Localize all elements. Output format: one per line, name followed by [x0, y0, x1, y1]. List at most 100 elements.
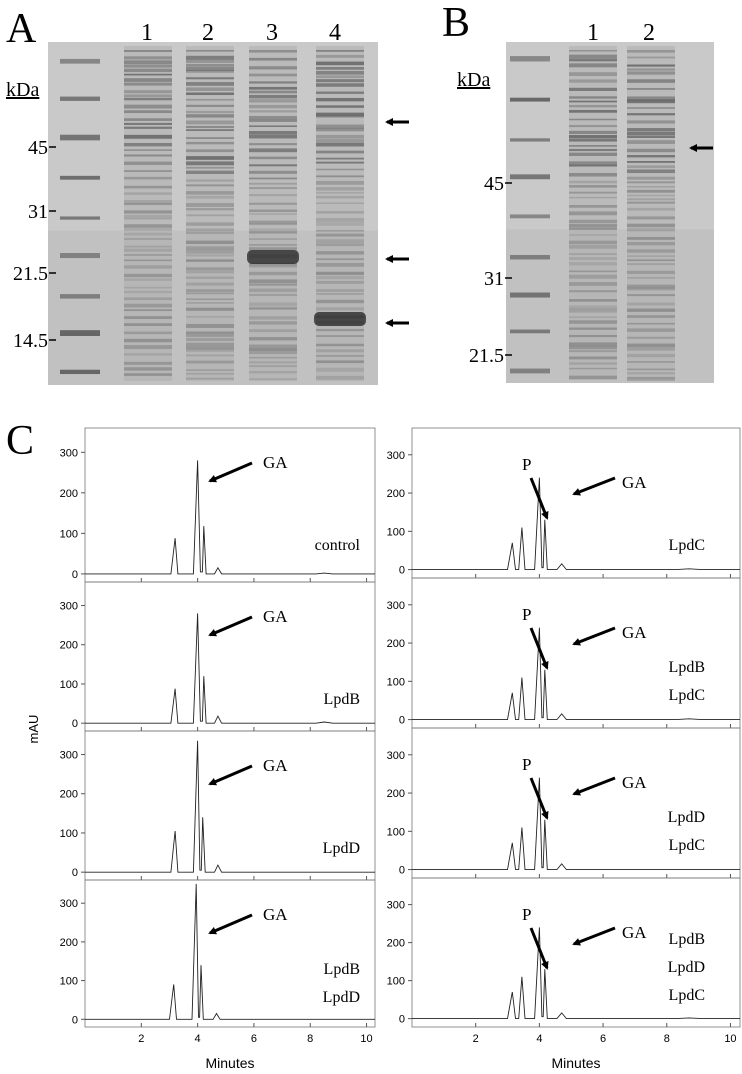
band: [249, 262, 297, 266]
kda-label: kDa: [457, 69, 490, 91]
band: [249, 143, 297, 146]
band: [569, 204, 617, 208]
band: [569, 100, 617, 103]
y-tick-label: 0: [72, 569, 78, 581]
band: [627, 194, 675, 197]
band: [627, 353, 675, 358]
x-tick-label: 8: [664, 1033, 670, 1045]
band: [316, 354, 364, 357]
band: [186, 259, 234, 262]
band: [627, 113, 675, 116]
chromatogram-trace: [85, 740, 375, 873]
band: [627, 315, 675, 318]
band: [186, 63, 234, 67]
band: [124, 265, 172, 269]
band: [627, 99, 675, 104]
band: [124, 273, 172, 278]
band: [186, 203, 234, 207]
band: [186, 191, 234, 195]
band: [124, 104, 172, 109]
band: [627, 176, 675, 180]
band: [627, 237, 675, 240]
band: [627, 161, 675, 163]
band: [186, 346, 234, 350]
band: [627, 328, 675, 332]
band: [249, 164, 297, 167]
y-tick-label: 0: [399, 565, 405, 577]
band: [627, 263, 675, 265]
band: [186, 129, 234, 131]
band: [316, 157, 364, 160]
band: [249, 351, 297, 355]
plot-frame: [411, 427, 741, 579]
band: [316, 112, 364, 116]
y-tick-label: 100: [387, 526, 405, 538]
peak-arrow: [208, 913, 253, 935]
band: [627, 56, 675, 59]
band: [186, 246, 234, 250]
band: [249, 344, 297, 348]
band: [249, 73, 297, 77]
band: [186, 179, 234, 182]
band: [316, 349, 364, 353]
ladder-band: [60, 96, 100, 101]
plot-frame: [411, 727, 741, 879]
band: [249, 378, 297, 381]
band: [186, 369, 234, 372]
band: [569, 282, 617, 286]
plot-frame: [84, 581, 376, 732]
band: [569, 257, 617, 260]
marker-label: 45: [28, 137, 48, 159]
band: [124, 309, 172, 312]
chromatogram-trace: [85, 883, 375, 1020]
band: [627, 249, 675, 253]
band: [249, 265, 297, 268]
band: [569, 164, 617, 167]
band: [249, 293, 297, 297]
band: [186, 92, 234, 96]
panel-letter: A: [6, 6, 37, 52]
marker-label: 14.5: [13, 330, 48, 352]
band: [627, 148, 675, 153]
y-tick-label: 100: [387, 976, 405, 988]
band: [316, 139, 364, 143]
band: [316, 289, 364, 293]
band: [569, 270, 617, 273]
peak-arrow: [572, 776, 616, 796]
sample-label: LpdB: [669, 659, 705, 676]
band: [627, 322, 675, 325]
chromatogram-trace: [412, 627, 740, 721]
band: [249, 228, 297, 233]
lane-label: 1: [587, 20, 599, 46]
band: [316, 375, 364, 380]
band: [124, 60, 172, 65]
ladder-band: [510, 292, 550, 298]
band: [569, 362, 617, 365]
band: [627, 368, 675, 371]
heavy-band: [314, 312, 366, 326]
band: [124, 73, 172, 76]
band: [186, 67, 234, 71]
band: [316, 195, 364, 199]
band: [627, 64, 675, 67]
band: [569, 180, 617, 184]
band: [316, 293, 364, 295]
peak-label: GA: [622, 923, 647, 942]
lane-label: 3: [266, 20, 278, 46]
band: [316, 271, 364, 275]
band: [569, 290, 617, 293]
band: [124, 228, 172, 231]
band: [249, 57, 297, 61]
x-tick-label: 4: [536, 1033, 542, 1045]
band: [627, 79, 675, 83]
x-tick-label: 2: [138, 1033, 144, 1045]
band: [249, 244, 297, 246]
band: [186, 360, 234, 364]
band: [569, 253, 617, 255]
band: [316, 115, 364, 118]
band: [627, 165, 675, 169]
band: [186, 337, 234, 342]
band: [124, 323, 172, 326]
band: [124, 56, 172, 60]
band: [569, 54, 617, 59]
